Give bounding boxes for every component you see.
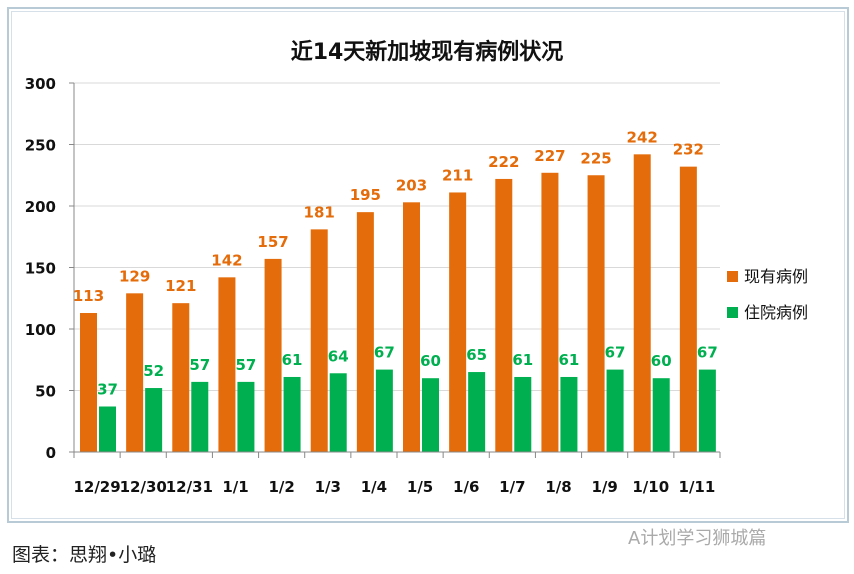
bar-active bbox=[356, 212, 374, 452]
data-label: 65 bbox=[466, 346, 487, 364]
bar-hospitalized bbox=[560, 376, 578, 452]
x-tick-label: 12/29 bbox=[73, 478, 120, 496]
data-label: 181 bbox=[304, 203, 335, 221]
watermark: A计划学习狮城篇 bbox=[628, 528, 767, 549]
bar-hospitalized bbox=[514, 376, 532, 452]
bar-hospitalized bbox=[468, 372, 486, 452]
bar-active bbox=[679, 166, 697, 452]
bar-active bbox=[264, 258, 282, 452]
data-label: 129 bbox=[119, 267, 150, 285]
bar-hospitalized bbox=[375, 369, 393, 452]
x-tick-label: 1/8 bbox=[545, 478, 571, 496]
data-label: 113 bbox=[73, 287, 104, 305]
data-label: 232 bbox=[673, 141, 704, 159]
x-tick-label: 12/30 bbox=[120, 478, 167, 496]
x-tick-label: 1/3 bbox=[315, 478, 341, 496]
bar-active bbox=[172, 303, 190, 452]
legend-swatch bbox=[727, 307, 738, 318]
y-tick-label: 300 bbox=[25, 75, 56, 93]
x-tick-label: 1/4 bbox=[361, 478, 387, 496]
data-label: 227 bbox=[534, 147, 565, 165]
bar-active bbox=[403, 202, 420, 452]
bar-hospitalized bbox=[283, 376, 301, 452]
data-label: 60 bbox=[651, 352, 672, 370]
bar-active bbox=[218, 277, 236, 452]
data-label: 61 bbox=[512, 351, 533, 369]
data-label: 121 bbox=[165, 277, 196, 295]
data-label: 37 bbox=[97, 380, 118, 398]
bar-hospitalized bbox=[422, 378, 439, 452]
data-label: 222 bbox=[488, 153, 519, 171]
data-label: 67 bbox=[374, 344, 395, 362]
data-label: 64 bbox=[328, 347, 349, 365]
caption: 图表：思翔•小璐 bbox=[12, 544, 157, 566]
data-label: 57 bbox=[189, 356, 210, 374]
bar-hospitalized bbox=[606, 369, 624, 452]
chart-title: 近14天新加坡现有病例状况 bbox=[291, 39, 564, 65]
data-label: 203 bbox=[396, 176, 427, 194]
data-label: 67 bbox=[697, 344, 718, 362]
bar-hospitalized bbox=[698, 369, 716, 452]
bar-active bbox=[126, 293, 144, 452]
y-tick-label: 0 bbox=[46, 444, 56, 462]
bar-active bbox=[449, 192, 467, 452]
x-tick-label: 1/5 bbox=[407, 478, 433, 496]
bar-hospitalized bbox=[237, 381, 255, 452]
x-tick-label: 1/7 bbox=[499, 478, 525, 496]
data-label: 52 bbox=[143, 362, 164, 380]
bar-active bbox=[587, 175, 605, 452]
data-label: 142 bbox=[211, 251, 242, 269]
x-tick-label: 1/11 bbox=[679, 478, 716, 496]
x-tick-label: 1/2 bbox=[268, 478, 294, 496]
x-tick-label: 1/1 bbox=[222, 478, 248, 496]
y-tick-label: 150 bbox=[25, 260, 56, 278]
bar-active bbox=[495, 178, 513, 452]
data-label: 225 bbox=[580, 149, 611, 167]
data-label: 57 bbox=[235, 356, 256, 374]
x-tick-label: 1/10 bbox=[632, 478, 669, 496]
x-tick-label: 1/9 bbox=[591, 478, 617, 496]
bar-hospitalized bbox=[145, 388, 163, 452]
legend-swatch bbox=[727, 271, 738, 282]
bar-active bbox=[310, 229, 328, 452]
bar-active bbox=[633, 154, 651, 452]
bar-hospitalized bbox=[99, 406, 116, 452]
data-label: 157 bbox=[257, 233, 288, 251]
bar-active bbox=[541, 172, 559, 453]
data-label: 67 bbox=[605, 344, 626, 362]
data-label: 195 bbox=[350, 186, 381, 204]
data-label: 211 bbox=[442, 166, 473, 184]
x-tick-label: 1/6 bbox=[453, 478, 479, 496]
legend-label: 现有病例 bbox=[744, 267, 808, 286]
data-label: 61 bbox=[558, 351, 579, 369]
bar-hospitalized bbox=[191, 381, 209, 452]
y-tick-label: 100 bbox=[25, 321, 56, 339]
data-label: 60 bbox=[420, 352, 441, 370]
data-label: 61 bbox=[282, 351, 303, 369]
bar-active bbox=[80, 313, 97, 452]
x-tick-label: 12/31 bbox=[166, 478, 213, 496]
y-tick-label: 50 bbox=[35, 383, 56, 401]
bar-hospitalized bbox=[652, 378, 670, 452]
data-label: 242 bbox=[627, 128, 658, 146]
y-tick-label: 200 bbox=[25, 198, 56, 216]
legend-label: 住院病例 bbox=[744, 303, 808, 322]
bar-hospitalized bbox=[329, 373, 347, 452]
y-tick-label: 250 bbox=[25, 137, 56, 155]
